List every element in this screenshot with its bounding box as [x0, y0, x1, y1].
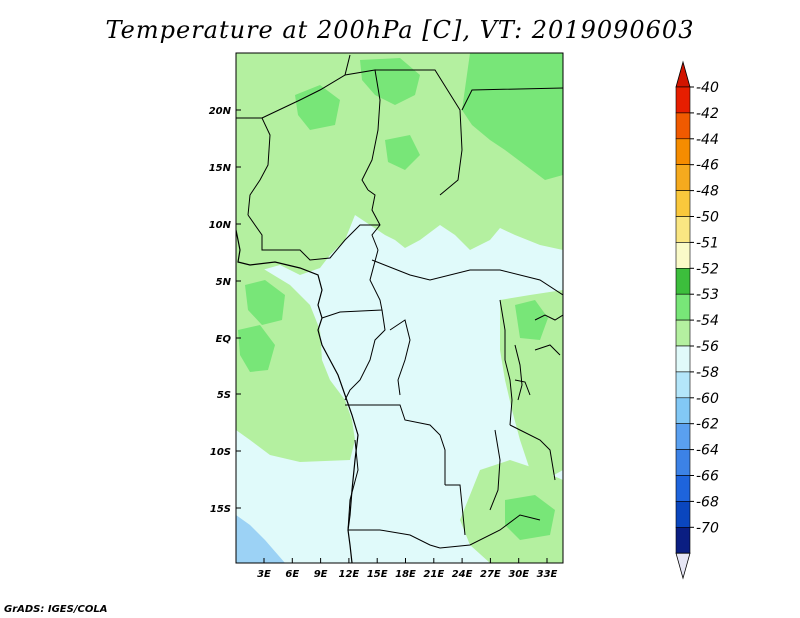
colorbar-label: -40	[696, 80, 719, 96]
field-patch-northwest	[295, 85, 340, 130]
longitude-axis: 3E 6E 9E 12E 15E 18E 21E 24E 27E 30E 33E	[257, 558, 558, 580]
colorbar-label: -56	[696, 339, 719, 355]
lon-label: 6E	[285, 569, 299, 580]
field-patch-northeast	[462, 53, 563, 180]
colorbar-top-arrow	[675, 60, 691, 88]
colorbar-label: -46	[696, 158, 719, 174]
colorbar-swatch	[675, 501, 691, 528]
colorbar-label: -64	[696, 443, 719, 459]
map-frame	[235, 52, 564, 564]
colorbar-label: -60	[696, 391, 719, 407]
colorbar-swatch	[675, 449, 691, 476]
colorbar-label: -58	[696, 365, 719, 381]
lat-label: 15S	[210, 504, 231, 515]
colorbar-swatch	[675, 526, 691, 554]
grads-credit: GrADS: IGES/COLA	[4, 604, 108, 615]
lat-label: 5N	[216, 277, 232, 288]
colorbar-swatch	[675, 397, 691, 424]
lat-label: 20N	[209, 106, 232, 117]
field-patch-west	[245, 280, 285, 325]
lon-label: 9E	[314, 569, 328, 580]
colorbar-swatch	[675, 112, 691, 140]
colorbar-swatch	[675, 293, 691, 321]
lat-label: 5S	[217, 390, 231, 401]
map-field	[236, 53, 563, 563]
colorbar-swatch	[675, 242, 691, 269]
colorbar-swatch	[675, 216, 691, 243]
coastline	[236, 229, 359, 563]
colorbar-swatch	[675, 86, 691, 114]
colorbar-swatch	[675, 190, 691, 217]
plot-title: Temperature at 200hPa [C], VT: 201909060…	[105, 16, 695, 44]
lon-label: 18E	[395, 569, 416, 580]
colorbar-label: -50	[696, 210, 719, 226]
lat-label: 15N	[209, 163, 232, 174]
lon-label: 24E	[452, 569, 473, 580]
field-patch-east-lakes	[515, 300, 548, 340]
lon-label: 33E	[537, 569, 558, 580]
colorbar-label: -53	[696, 287, 719, 303]
colorbar-label: -52	[696, 261, 719, 277]
field-cold-southwest	[236, 515, 285, 563]
lon-label: 12E	[339, 569, 360, 580]
field-patch-central-north	[385, 135, 420, 170]
lon-label: 21E	[423, 569, 444, 580]
colorbar: -40 -42 -44 -46 -48 -50 -51 -52 -53 -54 -56 -58 -60 -…	[675, 60, 719, 580]
colorbar-swatch	[675, 423, 691, 450]
country-borders	[236, 54, 563, 549]
colorbar-bottom-arrow	[675, 552, 691, 580]
lon-label: 3E	[257, 569, 271, 580]
colorbar-label: -44	[696, 132, 719, 148]
colorbar-label: -51	[696, 235, 719, 251]
colorbar-swatch	[675, 345, 691, 373]
colorbar-label: -70	[696, 520, 719, 536]
lat-label: EQ	[216, 334, 232, 345]
colorbar-label: -62	[696, 417, 719, 433]
colorbar-label: -68	[696, 494, 719, 510]
lat-label: 10S	[210, 447, 231, 458]
colorbar-swatch	[675, 164, 691, 191]
colorbar-swatch	[675, 371, 691, 399]
colorbar-label: -42	[696, 106, 719, 122]
colorbar-label: -54	[696, 313, 719, 329]
colorbar-swatch	[675, 475, 691, 502]
colorbar-label: -66	[696, 469, 719, 485]
colorbar-swatch	[675, 138, 691, 166]
lon-label: 15E	[367, 569, 388, 580]
colorbar-label: -48	[696, 184, 719, 200]
colorbar-swatch	[675, 267, 691, 295]
lon-label: 30E	[508, 569, 529, 580]
colorbar-swatch	[675, 319, 691, 347]
lat-label: 10N	[209, 220, 232, 231]
lon-label: 27E	[480, 569, 501, 580]
field-patch-coast	[238, 325, 275, 372]
latitude-axis: 20N 15N 10N 5N EQ 5S 10S 15S	[209, 106, 241, 515]
field-region-east	[500, 290, 563, 480]
